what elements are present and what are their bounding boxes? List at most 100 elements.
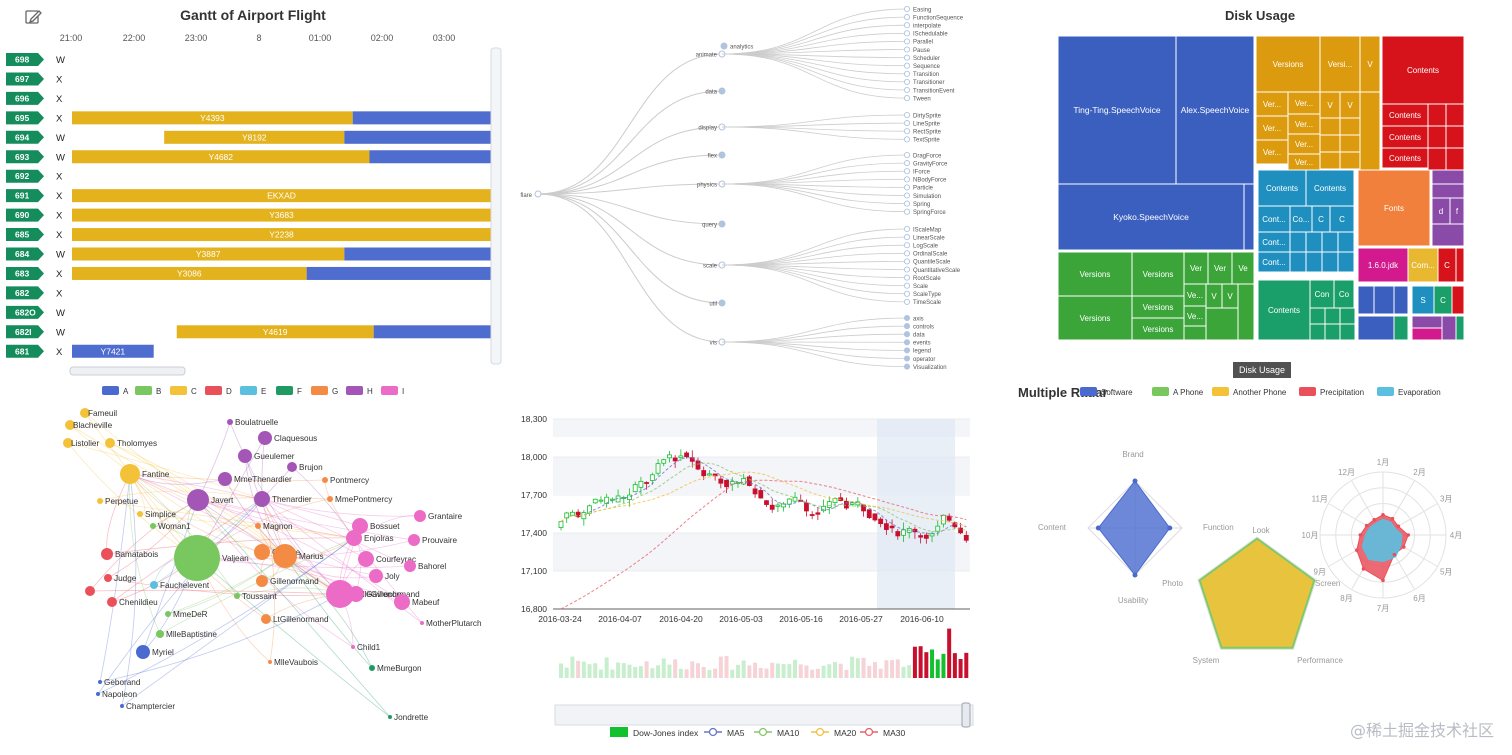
gantt-vertical-scrollbar[interactable] — [490, 47, 502, 365]
graph-node[interactable]: Blacheville — [65, 420, 113, 430]
treemap-cell-rect[interactable] — [1255, 139, 1289, 165]
graph-node-circle[interactable] — [97, 498, 103, 504]
tree-leaf-node[interactable] — [903, 30, 911, 37]
treemap-cell-rect[interactable] — [1257, 169, 1307, 207]
gantt-bar[interactable] — [72, 189, 491, 203]
treemap-cell-rect[interactable] — [1057, 183, 1245, 251]
kline-volume-bar[interactable] — [581, 661, 586, 678]
tree-leaf-node[interactable] — [903, 274, 911, 281]
kline-volume-bar[interactable] — [958, 659, 963, 678]
treemap-cell-rect[interactable] — [1393, 315, 1409, 341]
treemap-cell[interactable]: Co... — [1289, 205, 1313, 233]
kline-candle[interactable] — [575, 511, 581, 518]
radar1-series[interactable] — [1097, 480, 1171, 576]
kline-volume-bar[interactable] — [638, 666, 643, 678]
treemap-cell[interactable]: Ver... — [1255, 91, 1289, 117]
graph-node[interactable]: Magnon — [255, 522, 293, 531]
treemap-cell[interactable] — [1319, 117, 1341, 136]
treemap-cell[interactable]: C — [1433, 285, 1453, 315]
kline-volume-bar[interactable] — [878, 668, 883, 678]
gantt-row-tag[interactable] — [6, 325, 44, 339]
kline-volume-bar[interactable] — [650, 668, 655, 678]
kline-volume-bar[interactable] — [758, 667, 763, 678]
radar2-series-b[interactable] — [1201, 540, 1313, 647]
treemap-cell[interactable]: Kyoko.SpeechVoice — [1057, 183, 1245, 251]
graph-legend-item[interactable]: I — [381, 386, 404, 396]
treemap-cell[interactable]: Ting-Ting.SpeechVoice — [1057, 35, 1177, 185]
treemap-cell-rect[interactable] — [1329, 205, 1355, 233]
radar3-point[interactable] — [1372, 517, 1376, 522]
kline-candle[interactable] — [826, 501, 832, 508]
treemap-cell-rect[interactable] — [1257, 205, 1291, 233]
treemap-cell-rect[interactable] — [1373, 285, 1395, 315]
radar-legend-item[interactable]: Evaporation — [1377, 387, 1441, 397]
tree-leaf-node[interactable] — [903, 250, 911, 257]
tree-leaf-node[interactable] — [903, 86, 911, 94]
graph-node-circle[interactable] — [268, 660, 272, 664]
treemap-cell-rect[interactable] — [1427, 103, 1447, 127]
radar3-point[interactable] — [1406, 533, 1410, 537]
graph-legend-swatch[interactable] — [311, 386, 328, 395]
kline-volume-bar[interactable] — [753, 662, 758, 678]
tree-root-node[interactable] — [534, 190, 542, 198]
kline-volume-bar[interactable] — [696, 663, 700, 678]
tree-leaf-node[interactable] — [903, 151, 911, 159]
kline-candle[interactable] — [861, 504, 866, 512]
graph-node[interactable]: Listolier — [63, 438, 99, 448]
treemap-cell[interactable]: Versions — [1057, 251, 1133, 297]
treemap-cell[interactable] — [1321, 231, 1339, 253]
kline-candle[interactable] — [644, 482, 650, 484]
treemap-cell[interactable] — [1357, 315, 1395, 341]
kline-candle[interactable] — [564, 512, 570, 519]
gantt-row[interactable]: 694 W Y8192 — [6, 130, 491, 144]
treemap-cell[interactable] — [1321, 251, 1339, 273]
kline-candle[interactable] — [678, 455, 684, 459]
kline-volume-bar[interactable] — [775, 663, 780, 678]
treemap-cell[interactable] — [1205, 307, 1239, 341]
graph-node[interactable]: Myriel — [136, 645, 174, 659]
treemap-cell[interactable]: Cont... — [1257, 251, 1291, 273]
gantt-row-tag[interactable] — [6, 189, 44, 203]
graph-node[interactable]: MmeThenardier — [218, 472, 292, 486]
treemap-cell-rect[interactable] — [1289, 251, 1307, 273]
treemap-cell-rect[interactable] — [1357, 315, 1395, 341]
treemap-cell[interactable]: Com... — [1407, 247, 1439, 283]
treemap-cell-rect[interactable] — [1057, 251, 1133, 297]
kline-volume-bar[interactable] — [770, 662, 775, 678]
treemap-cell[interactable] — [1445, 125, 1465, 149]
gantt-row[interactable]: 692 X — [6, 169, 63, 183]
graph-node[interactable]: Woman1 — [150, 522, 191, 531]
treemap-cell[interactable]: Contents — [1257, 279, 1311, 341]
treemap-cell[interactable]: V — [1319, 91, 1341, 119]
gantt-bar[interactable] — [176, 325, 374, 339]
kline-volume-bar[interactable] — [850, 656, 855, 678]
kline-candle[interactable] — [809, 514, 815, 516]
tree-leaf-node[interactable] — [903, 78, 911, 85]
kline-volume-bar[interactable] — [912, 646, 917, 678]
radar3-point[interactable] — [1364, 523, 1369, 528]
treemap-cell[interactable]: Ver... — [1255, 139, 1289, 165]
treemap-cell[interactable]: Ver — [1207, 251, 1233, 285]
kline-candle[interactable] — [895, 531, 901, 537]
graph-node[interactable]: Pontmercy — [322, 476, 370, 485]
kline-legend-item[interactable]: MA30 — [860, 727, 905, 738]
kline-candle[interactable] — [889, 525, 895, 529]
treemap-cell[interactable] — [1431, 169, 1465, 185]
gantt-row-tag[interactable] — [6, 266, 44, 280]
treemap-cell-rect[interactable] — [1431, 223, 1465, 247]
kline-volume-bar[interactable] — [781, 663, 786, 678]
treemap-cell[interactable] — [1305, 251, 1323, 273]
kline-volume-bar[interactable] — [570, 656, 575, 678]
kline-candle[interactable] — [815, 512, 821, 515]
treemap-cell-rect[interactable] — [1339, 117, 1361, 136]
graph-node-circle[interactable] — [174, 535, 220, 581]
kline-volume-bar[interactable] — [633, 667, 638, 678]
treemap-cell-rect[interactable] — [1455, 247, 1465, 283]
gantt-row[interactable]: 695 X Y4393 — [6, 111, 491, 125]
kline-candle[interactable] — [598, 499, 604, 502]
graph-node[interactable]: Perpetue — [97, 497, 139, 506]
kline-volume-bar[interactable] — [844, 669, 849, 678]
treemap-cell[interactable]: S — [1411, 285, 1435, 315]
kline-volume-bar[interactable] — [810, 669, 815, 678]
kline-candle[interactable] — [764, 500, 769, 505]
